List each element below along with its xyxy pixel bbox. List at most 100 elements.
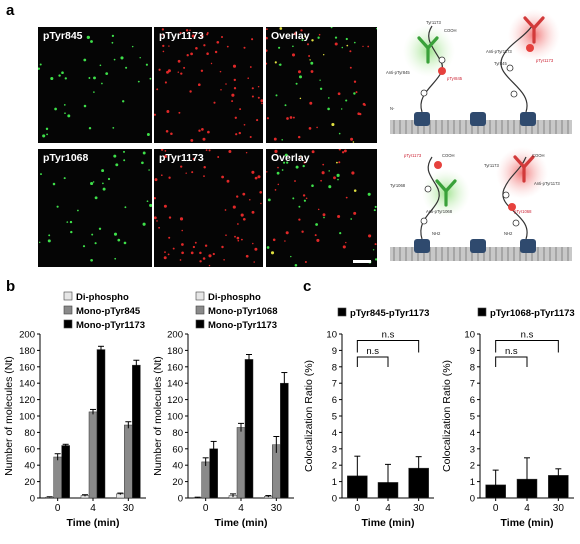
fluorescence-spot (362, 45, 364, 48)
fluorescence-spot (283, 161, 286, 164)
fluorescence-spot (206, 33, 209, 36)
diagram-top: Tyr1173 COOH Anti-pTyr845 pTyr845 Anti-p… (386, 9, 572, 134)
fluorescence-spot (240, 238, 243, 241)
y-tick-label: 2 (470, 461, 475, 472)
y-tick-label: 5 (332, 412, 337, 423)
fluorescence-spot (309, 59, 311, 61)
fluorescence-spot (219, 70, 222, 73)
fluorescence-spot (181, 243, 184, 246)
fluorescence-spot (236, 236, 240, 240)
fluorescence-spot (190, 138, 194, 142)
fluorescence-spot (115, 163, 119, 167)
y-tick-label: 80 (172, 428, 183, 439)
fluorescence-spot (94, 196, 98, 200)
y-tick-label: 100 (19, 412, 35, 423)
fluorescence-spot (285, 231, 289, 235)
fluorescence-spot (374, 258, 377, 261)
y-tick-label: 7 (470, 379, 475, 390)
x-axis-label: Time (min) (362, 517, 415, 529)
fluorescence-spot (154, 113, 157, 116)
micro-image-4: pTyr1173 (154, 149, 263, 267)
fluorescence-spot (270, 251, 275, 255)
fluorescence-spot (253, 261, 255, 263)
fluorescence-spot (245, 151, 248, 154)
fluorescence-spot (240, 213, 244, 217)
fluorescence-spot (286, 161, 289, 164)
fluorescence-spot (261, 102, 263, 105)
fluorescence-spot (179, 259, 182, 261)
diagram-label: COOH (444, 28, 457, 33)
x-tick-label: 0 (55, 503, 61, 514)
bar (53, 456, 62, 499)
fluorescence-spot (221, 245, 224, 249)
fluorescence-spot (294, 180, 296, 182)
fluorescence-spot (203, 175, 205, 177)
fluorescence-spot (251, 170, 255, 174)
fluorescence-spot (333, 176, 336, 180)
fluorescence-spot (311, 150, 315, 154)
diagram-label: NH2 (504, 231, 513, 236)
fluorescence-spot (190, 251, 194, 255)
fluorescence-spot (194, 241, 197, 244)
fluorescence-spot (201, 128, 204, 131)
fluorescence-spot (162, 44, 165, 48)
micro-image-2: Overlay (266, 27, 377, 143)
fluorescence-spot (292, 197, 295, 200)
fluorescence-spot (92, 181, 95, 183)
micro-label: pTyr1068 (43, 152, 89, 164)
legend-label: Mono-pTyr1173 (76, 320, 145, 331)
fluorescence-spot (154, 178, 158, 182)
y-tick-label: 0 (332, 494, 337, 505)
fluorescence-spot (149, 77, 152, 80)
y-tick-label: 10 (326, 330, 337, 341)
fluorescence-spot (256, 119, 259, 122)
y-tick-label: 8 (332, 362, 337, 373)
fluorescence-spot (99, 64, 102, 67)
fluorescence-spot (338, 149, 341, 151)
fluorescence-spot (168, 216, 172, 219)
fluorescence-spot (204, 244, 208, 247)
y-tick-label: 3 (470, 444, 475, 455)
antibody-red (523, 16, 545, 44)
fluorescence-spot (180, 72, 183, 75)
fluorescence-spot (93, 76, 96, 80)
chart-c-left: pTyr845-pTyr1173 0 1 2 3 4 5 6 7 8 9 10 Colocalizati… (303, 307, 434, 529)
fluorescence-spot (301, 39, 304, 42)
fluorescence-spot (322, 163, 325, 166)
fluorescence-spot (343, 149, 347, 153)
fluorescence-spot (90, 40, 93, 43)
fluorescence-spot (167, 69, 171, 73)
significance-bracket (356, 356, 389, 367)
x-tick-label: 4 (385, 503, 391, 514)
fluorescence-spot (367, 192, 371, 196)
y-tick-label: 0 (30, 494, 35, 505)
fluorescence-spot (259, 190, 263, 194)
fluorescence-spot (179, 217, 184, 221)
y-tick-label: 200 (19, 330, 35, 341)
diagram-label: Tyr845 (494, 61, 507, 66)
fluorescence-spot (38, 67, 41, 70)
fluorescence-spot (203, 166, 206, 169)
fluorescence-spot (64, 77, 67, 80)
x-tick-label: 30 (271, 503, 283, 514)
fluorescence-spot (189, 90, 192, 93)
fluorescence-spot (266, 49, 268, 52)
phospho-site-red (526, 44, 534, 52)
panel-letter-a: a (6, 2, 15, 19)
fluorescence-spot (249, 198, 251, 201)
red-glow (496, 147, 548, 199)
fluorescence-spot (322, 213, 326, 217)
fluorescence-spot (340, 108, 343, 110)
legend-swatch (63, 319, 73, 329)
legend-swatch (477, 307, 487, 317)
dot-field (266, 149, 377, 267)
fluorescence-spot (189, 29, 191, 31)
fluorescence-spot (251, 95, 254, 98)
fluorescence-spot (350, 218, 353, 220)
fluorescence-spot (208, 254, 212, 258)
panel-letter-b: b (6, 278, 16, 295)
fluorescence-spot (185, 172, 187, 174)
bar (124, 424, 133, 499)
y-tick-label: 6 (470, 395, 475, 406)
fluorescence-spot (61, 71, 64, 75)
